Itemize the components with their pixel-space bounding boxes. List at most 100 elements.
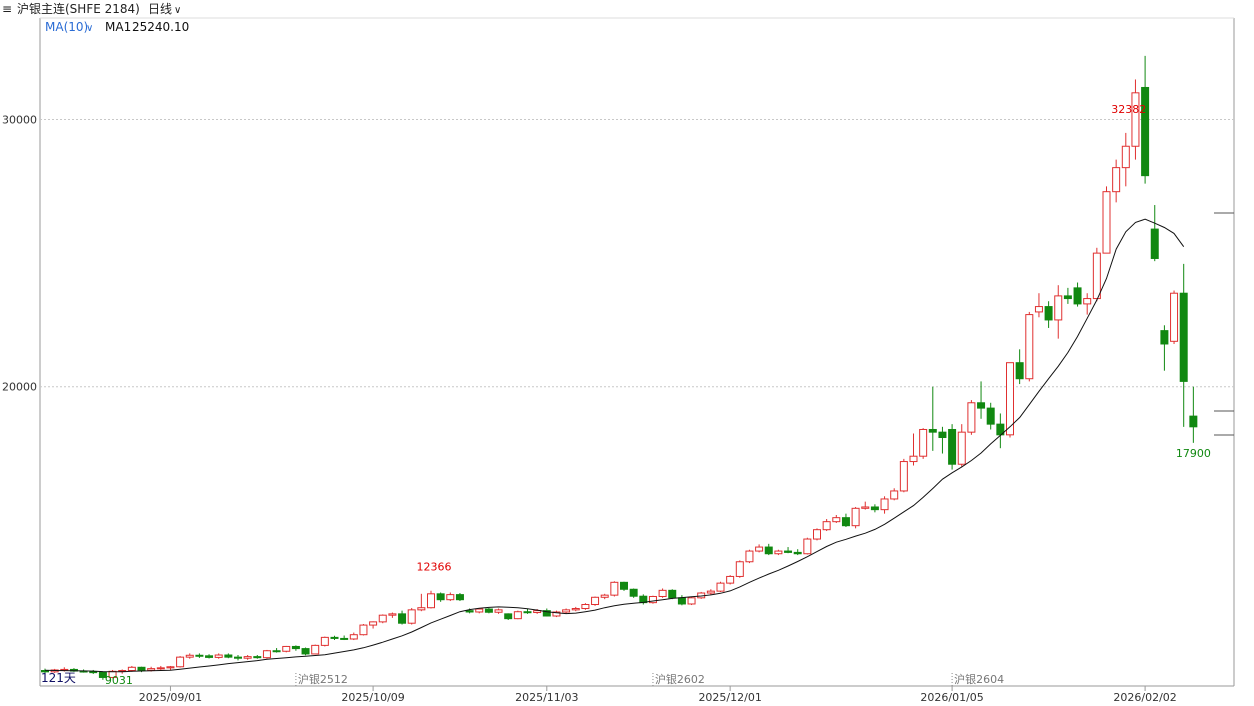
candle-up: [890, 490, 899, 500]
candle-down: [205, 655, 214, 658]
period-label: 日线: [148, 2, 173, 16]
candle-up: [610, 581, 619, 596]
candle-down: [1015, 362, 1024, 380]
menu-icon[interactable]: ≡: [2, 2, 13, 16]
candle-down: [523, 611, 532, 614]
candle-up: [774, 550, 783, 555]
contract-marker-label: 沪银2512: [298, 672, 348, 686]
candle-up: [427, 593, 435, 609]
candle-up: [262, 650, 271, 659]
candle-up: [378, 614, 387, 623]
candle-down: [977, 402, 986, 409]
chart-toolbar: ≡ 沪银主连(SHFE 2184) 日线 ∨: [0, 0, 1254, 18]
candle-up: [185, 654, 194, 658]
period-selector[interactable]: 日线 ∨: [148, 0, 181, 20]
candle-up: [407, 609, 416, 624]
chevron-down-icon: ∨: [174, 5, 182, 16]
candle-down: [330, 636, 339, 639]
y-tick-label: 20000: [2, 381, 37, 394]
candle-up: [909, 455, 918, 463]
candle-up: [1112, 167, 1121, 193]
candle-down: [1044, 306, 1053, 321]
candle-up: [446, 594, 455, 601]
candle-down: [629, 588, 638, 597]
candle-down: [938, 431, 947, 439]
candle-down: [436, 593, 445, 601]
candle-up: [1092, 252, 1101, 300]
x-tick-label: 2025/10/09: [341, 691, 404, 704]
indicator-label: MA(10): [45, 20, 88, 34]
candle-down: [620, 581, 628, 590]
candle-up: [1006, 362, 1014, 436]
candle-up: [735, 561, 744, 577]
candle-down: [89, 671, 98, 674]
candle-down: [340, 637, 349, 640]
low-price-label: 9031: [105, 674, 133, 687]
candle-up: [156, 667, 165, 670]
candle-up: [716, 582, 725, 592]
candle-up: [214, 654, 223, 658]
candle-down: [137, 666, 146, 671]
candle-down: [677, 597, 686, 605]
candle-up: [658, 589, 667, 597]
candle-up: [311, 644, 320, 655]
candle-down: [1073, 287, 1082, 305]
candle-down: [1063, 295, 1072, 300]
candle-up: [726, 575, 735, 584]
candle-up: [417, 607, 426, 611]
candle-down: [870, 506, 879, 511]
candle-up: [919, 428, 928, 457]
candle-up: [745, 550, 754, 563]
candle-up: [861, 506, 870, 509]
candle-up: [166, 666, 175, 669]
candle-up: [1131, 92, 1140, 147]
candle-up: [687, 597, 696, 605]
candle-down: [764, 546, 773, 555]
candle-up: [591, 596, 600, 606]
candle-up: [1121, 145, 1130, 169]
days-count-label: 121天: [41, 671, 76, 685]
candle-up: [648, 595, 657, 604]
y-tick-label: 30000: [2, 114, 37, 127]
candle-up: [494, 609, 503, 613]
ma-legend-value: 25240.10: [132, 20, 189, 34]
symbol-label[interactable]: 沪银主连(SHFE 2184): [17, 2, 140, 16]
candle-up: [899, 461, 908, 492]
candle-up: [475, 608, 484, 613]
x-tick-label: 2026/01/05: [920, 691, 983, 704]
candle-up: [1083, 298, 1092, 305]
candle-down: [224, 654, 233, 658]
candle-up: [822, 521, 831, 531]
candle-up: [369, 621, 378, 626]
candle-down: [253, 656, 262, 659]
candle-down: [195, 654, 204, 657]
candle-up: [1054, 295, 1063, 321]
candle-down: [928, 428, 937, 433]
candle-up: [832, 517, 841, 523]
candle-up: [513, 611, 522, 620]
candle-down: [484, 608, 493, 613]
candle-down: [841, 517, 850, 527]
candle-down: [1189, 415, 1198, 428]
ma-line: [44, 218, 1185, 673]
candle-up: [1034, 306, 1043, 313]
candle-down: [1141, 86, 1150, 177]
candle-up: [851, 507, 860, 527]
candle-down: [986, 407, 995, 425]
candle-down: [465, 610, 474, 613]
candle-up: [880, 498, 889, 511]
candle-down: [398, 613, 407, 624]
candle-up: [581, 604, 590, 610]
x-tick-label: 2025/09/01: [139, 691, 202, 704]
candle-down: [301, 648, 310, 655]
candle-down: [784, 550, 793, 553]
candle-up: [571, 608, 580, 611]
contract-marker-label: 沪银2604: [954, 672, 1004, 686]
candle-up: [282, 645, 291, 652]
candle-up: [755, 546, 764, 552]
candle-down: [1179, 292, 1188, 382]
candle-up: [320, 636, 329, 646]
candle-down: [98, 671, 107, 678]
candle-up: [243, 656, 252, 659]
